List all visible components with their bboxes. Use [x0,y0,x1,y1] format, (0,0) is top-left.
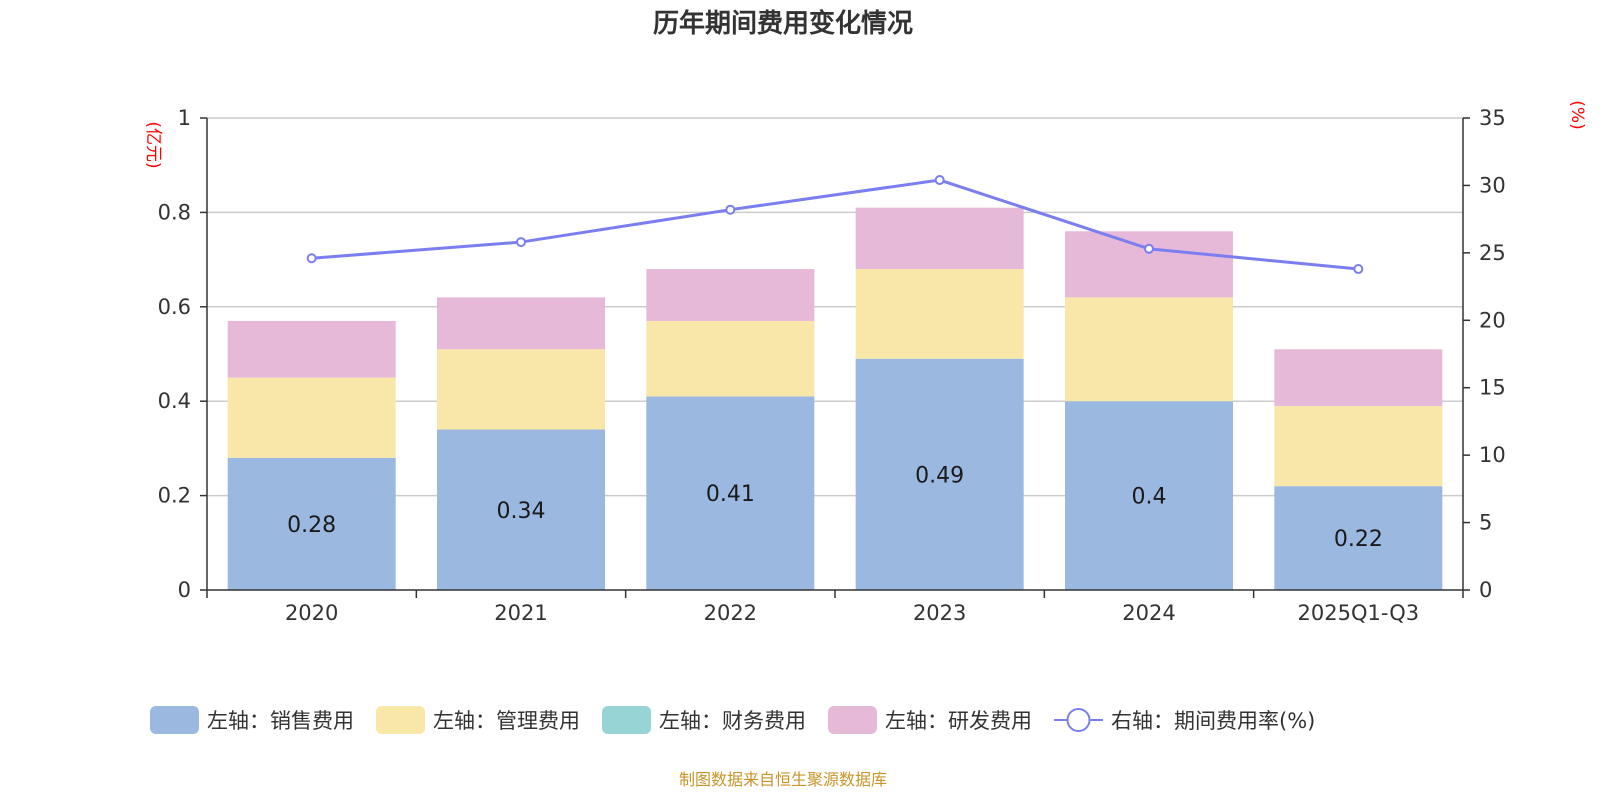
bar-segment-0 [855,358,1024,590]
bar-segment-1 [227,377,396,458]
bar-segment-0 [646,396,815,590]
right-axis-unit: (%) [1567,100,1587,129]
bar-segment-3 [437,297,605,350]
rate-line-point [934,175,945,186]
right-axis-tick-label: 35 [1479,106,1506,130]
bar-data-label: 0.28 [287,513,336,538]
bar-data-label: 0.41 [706,482,755,507]
left-axis-tick-label: 0.2 [158,484,191,508]
bar-segment-3 [1065,231,1233,298]
legend-label-2: 左轴：财务费用 [659,709,806,733]
bar-segment-1 [1065,297,1233,402]
x-axis-tick-label: 2021 [494,601,547,625]
x-axis-tick-label: 2025Q1-Q3 [1298,601,1420,625]
right-axis-tick-label: 20 [1479,308,1506,332]
left-axis-tick-label: 0.4 [158,389,191,413]
x-axis-tick-label: 2020 [285,601,338,625]
bar-segment-3 [855,207,1024,270]
bar-segment-3 [1274,349,1443,406]
bar-segment-3 [646,269,815,321]
left-axis-unit: (亿元) [143,121,163,168]
bar-segment-3 [227,320,396,378]
bar-segment-1 [1274,405,1443,487]
legend-label-4: 右轴：期间费用率(%) [1111,709,1315,733]
bar-segment-0 [1274,486,1443,590]
legend-swatch-2 [602,706,651,734]
bar-segment-0 [437,429,605,590]
bar-segment-1 [646,320,815,397]
left-axis-tick-label: 0 [178,578,191,602]
rate-line-point [516,237,526,248]
bar-data-label: 0.4 [1132,485,1167,510]
legend-label-1: 左轴：管理费用 [433,709,580,733]
left-axis-tick-label: 1 [178,106,191,130]
x-axis-tick-label: 2022 [704,601,757,625]
rate-line-point [725,204,736,215]
left-axis-tick-label: 0.6 [158,295,191,319]
right-axis-tick-label: 15 [1479,376,1506,400]
legend-swatch-1 [376,706,425,734]
bar-data-label: 0.34 [497,499,546,524]
left-axis-tick-label: 0.8 [158,200,191,224]
right-axis-tick-label: 30 [1479,173,1506,197]
rate-line-point [306,253,317,264]
legend-label-3: 左轴：研发费用 [885,709,1032,733]
legend-label-0: 左轴：销售费用 [207,709,354,733]
bar-segment-1 [855,269,1024,359]
bar-series [227,207,1443,590]
bar-segment-0 [1065,401,1233,590]
x-axis-tick-label: 2023 [913,601,966,625]
bar-segment-1 [437,349,605,430]
legend-line-marker [1066,708,1091,732]
chart-title: 历年期间费用变化情况 [653,8,913,39]
x-axis-tick-label: 2024 [1122,601,1175,625]
source-note: 制图数据来自恒生聚源数据库 [679,770,887,789]
legend-swatch-3 [828,706,877,734]
rate-line [311,178,1359,271]
right-axis-tick-label: 5 [1479,511,1492,535]
data-labels: 0.28 0.34 0.41 0.49 0.4 0.22 [287,463,1383,552]
line-series [306,175,1364,275]
right-axis-tick-label: 25 [1479,241,1506,265]
legend: 左轴：销售费用 左轴：管理费用 左轴：财务费用 左轴：研发费用 右轴：期间费用率(%) [150,706,1315,734]
grid-lines [207,117,1463,497]
bar-segment-0 [227,457,396,590]
rate-line-point [1353,264,1364,275]
rate-line-point [1144,243,1154,254]
bar-data-label: 0.22 [1334,527,1383,552]
right-axis-tick-label: 0 [1479,578,1492,602]
legend-swatch-0 [150,706,199,734]
right-axis-tick-label: 10 [1479,443,1506,467]
bar-data-label: 0.49 [915,463,964,488]
